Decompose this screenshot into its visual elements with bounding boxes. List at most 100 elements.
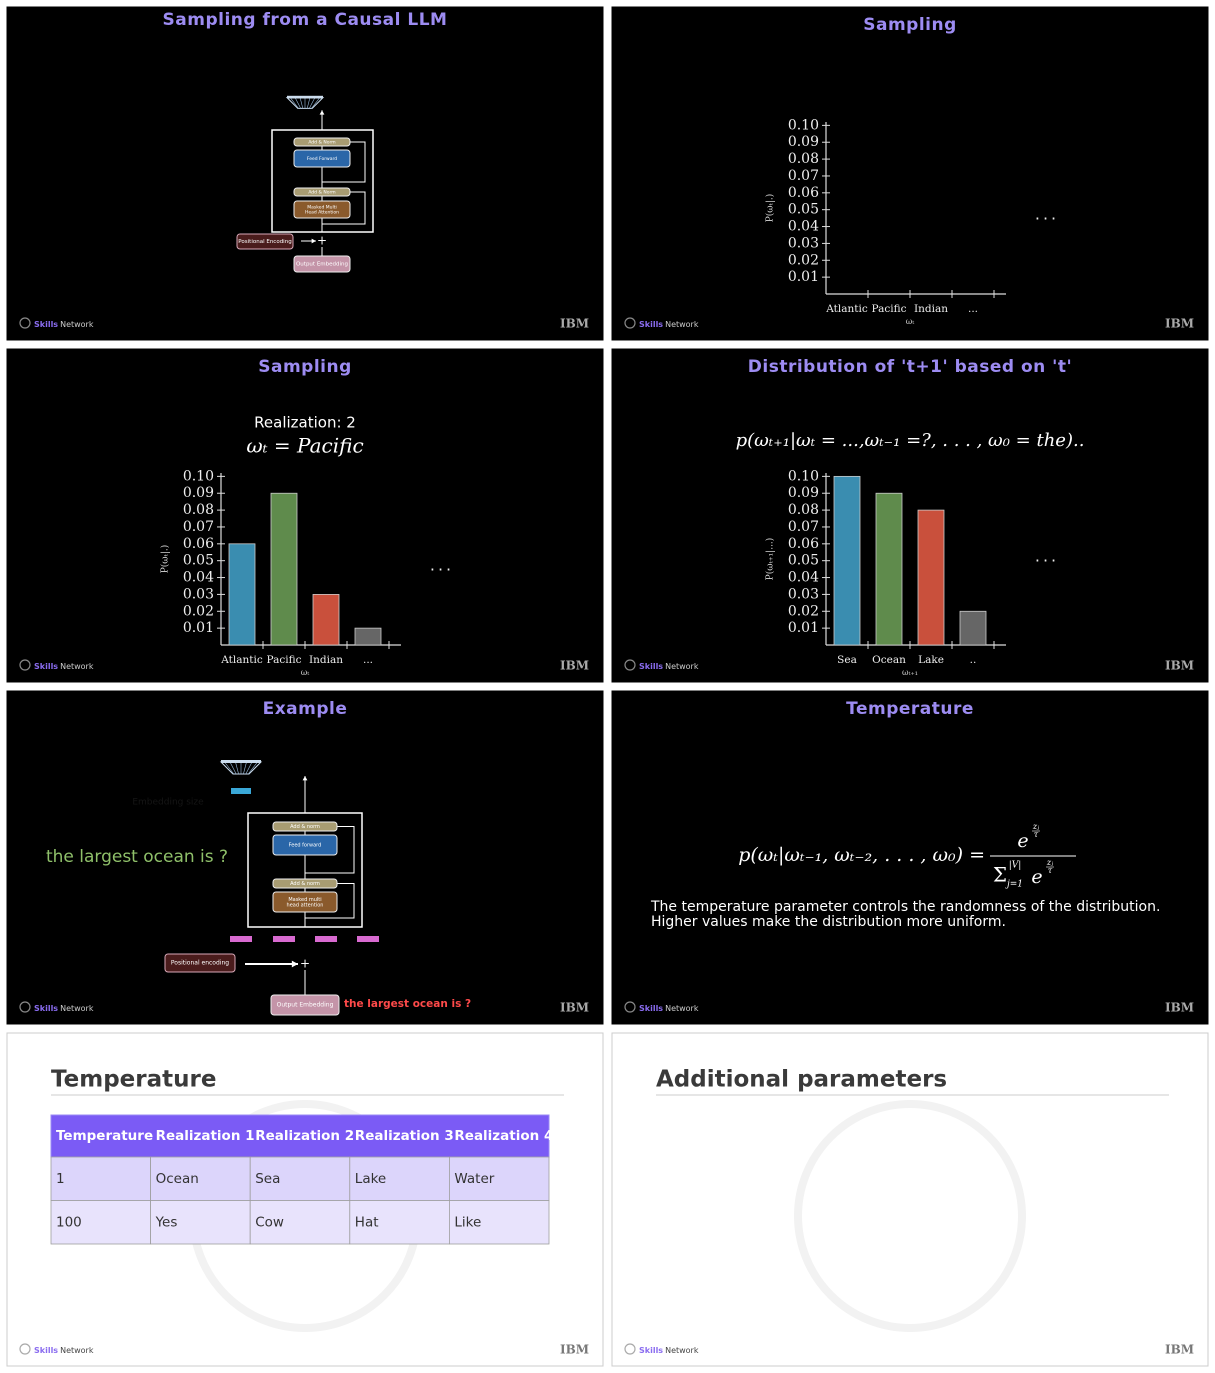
ibm-logo: IBM — [1165, 659, 1194, 673]
watermark — [794, 1100, 1026, 1332]
slide-title: Distribution of 't+1' based on 't' — [748, 357, 1072, 377]
slide-title: Additional parameters — [656, 1067, 947, 1093]
block-label: Add & Norm — [308, 140, 335, 146]
brand-bold: Skills — [639, 1346, 663, 1355]
header-cell: Temperature — [56, 1128, 153, 1144]
icon-top — [287, 95, 323, 99]
y-tick-label: 0.07 — [788, 519, 819, 535]
brand: Skills Network — [639, 662, 699, 671]
slide-bg — [611, 1032, 1209, 1367]
x-axis-label: ωₜ — [301, 668, 310, 677]
brand: Skills Network — [34, 1004, 94, 1013]
x-tick-label: Indian — [914, 303, 948, 315]
residual — [305, 826, 355, 874]
token — [231, 788, 251, 794]
icon-line — [289, 97, 299, 109]
y-tick-label: 0.10 — [788, 468, 819, 484]
block-label: Output Embedding — [277, 1002, 334, 1009]
x-tick-label: Sea — [837, 654, 857, 666]
block-label: Add & Norm — [308, 190, 335, 196]
y-axis-label: P(ωₜ|.) — [160, 545, 171, 574]
y-tick-label: 0.09 — [183, 485, 214, 501]
brand-bold: Skills — [34, 1004, 58, 1013]
x-axis-label: ωₜ — [906, 317, 915, 326]
realization: Realization: 2 — [254, 414, 356, 432]
cell-text: Lake — [355, 1171, 386, 1187]
brand-rest: Network — [665, 1004, 699, 1013]
faint-label: Embedding size — [132, 798, 204, 808]
ellipsis: ... — [1035, 547, 1059, 566]
cell-text: Like — [454, 1215, 481, 1231]
header-cell: Realization 3 — [355, 1128, 454, 1144]
cell-text: Ocean — [156, 1171, 199, 1187]
icon-line — [294, 97, 301, 109]
y-tick-label: 0.07 — [788, 168, 819, 184]
formula: p(ωₜ₊₁|ωₜ = ...,ωₜ₋₁ =?, . . . , ω₀ = th… — [736, 430, 1085, 451]
block-label: Add & norm — [290, 881, 320, 887]
brand-icon — [624, 659, 636, 671]
residual — [322, 191, 366, 225]
block — [272, 891, 338, 913]
icon-line — [245, 761, 253, 775]
brand-icon — [19, 659, 31, 671]
cell-text: Sea — [255, 1171, 280, 1187]
token — [357, 936, 379, 942]
table-cell — [50, 1156, 151, 1201]
brand-icon — [624, 317, 636, 329]
block — [272, 834, 338, 856]
header-cell: Realization 2 — [255, 1128, 354, 1144]
description: The temperature parameter controls the r… — [650, 899, 1160, 915]
slide-bg — [6, 348, 604, 683]
icon-line — [309, 97, 316, 109]
bar — [228, 543, 256, 646]
residual — [322, 141, 366, 183]
x-tick-label: ... — [363, 654, 373, 666]
exponent: zⱼ — [1032, 822, 1040, 831]
block-label: Masked Multi — [307, 205, 337, 211]
bar — [833, 475, 861, 646]
cell-text: Hat — [355, 1215, 379, 1231]
brand-icon — [19, 317, 31, 329]
y-tick-label: 0.06 — [788, 185, 819, 201]
table-cell — [349, 1156, 450, 1201]
brand: Skills Network — [34, 320, 94, 329]
bar — [917, 509, 945, 646]
exponent: τ — [1048, 866, 1053, 875]
brand-bold: Skills — [34, 662, 58, 671]
block — [272, 878, 338, 889]
block — [164, 953, 236, 973]
slide-title: Temperature — [51, 1067, 216, 1093]
brand-rest: Network — [665, 320, 699, 329]
table-cell — [50, 1200, 151, 1245]
question: the largest ocean is ? — [46, 847, 228, 867]
numerator: e — [1017, 830, 1028, 852]
cell-text: Water — [454, 1171, 494, 1187]
icon-line — [306, 97, 311, 109]
ibm-logo: IBM — [1165, 1343, 1194, 1357]
block — [272, 821, 338, 832]
brand-rest: Network — [60, 662, 94, 671]
plus: + — [300, 957, 310, 971]
x-tick-label: Pacific — [267, 654, 302, 666]
brand-rest: Network — [60, 1004, 94, 1013]
y-tick-label: 0.01 — [788, 269, 819, 285]
ibm-logo: IBM — [1165, 1001, 1194, 1015]
residual — [305, 883, 355, 919]
cell-text: 100 — [56, 1215, 82, 1231]
brand-rest: Network — [665, 662, 699, 671]
formula: ωₜ = Pacific — [246, 434, 363, 458]
block-label: Head Attention — [305, 209, 339, 215]
ellipsis: ... — [1035, 205, 1059, 224]
bar — [354, 627, 382, 646]
prompt: the largest ocean is ? — [344, 998, 471, 1010]
slide-title: Sampling — [863, 15, 957, 35]
y-tick-label: 0.03 — [788, 235, 819, 251]
arrow-head — [311, 238, 316, 244]
block-label: Output Embedding — [296, 262, 348, 268]
y-tick-label: 0.05 — [183, 553, 214, 569]
block-label: Positional encoding — [171, 960, 229, 967]
y-tick-label: 0.03 — [788, 586, 819, 602]
y-tick-label: 0.02 — [788, 603, 819, 619]
